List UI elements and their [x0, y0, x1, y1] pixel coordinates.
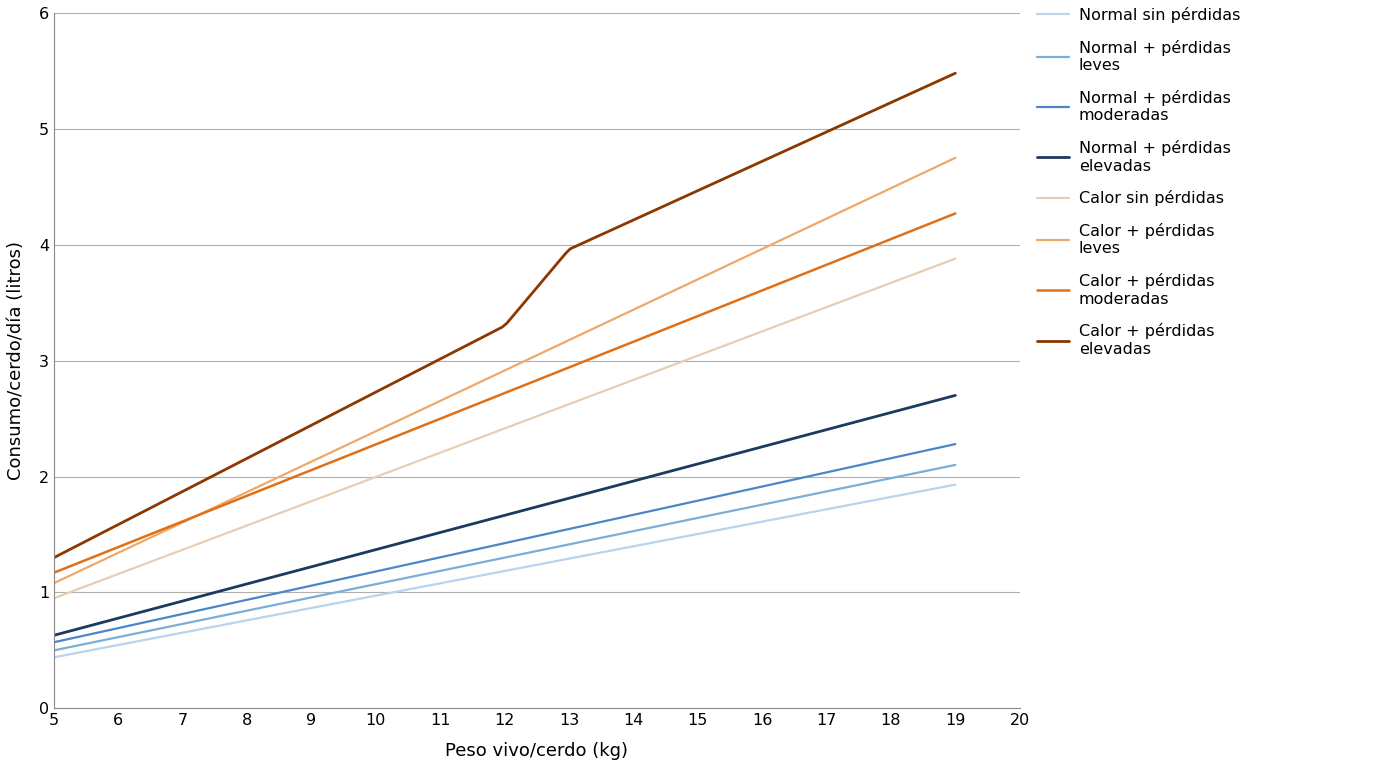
Legend: Normal sin pérdidas, Normal + pérdidas
leves, Normal + pérdidas
moderadas, Norma: Normal sin pérdidas, Normal + pérdidas l… [1038, 7, 1240, 357]
X-axis label: Peso vivo/cerdo (kg): Peso vivo/cerdo (kg) [445, 742, 628, 760]
Y-axis label: Consumo/cerdo/día (litros): Consumo/cerdo/día (litros) [7, 241, 25, 480]
